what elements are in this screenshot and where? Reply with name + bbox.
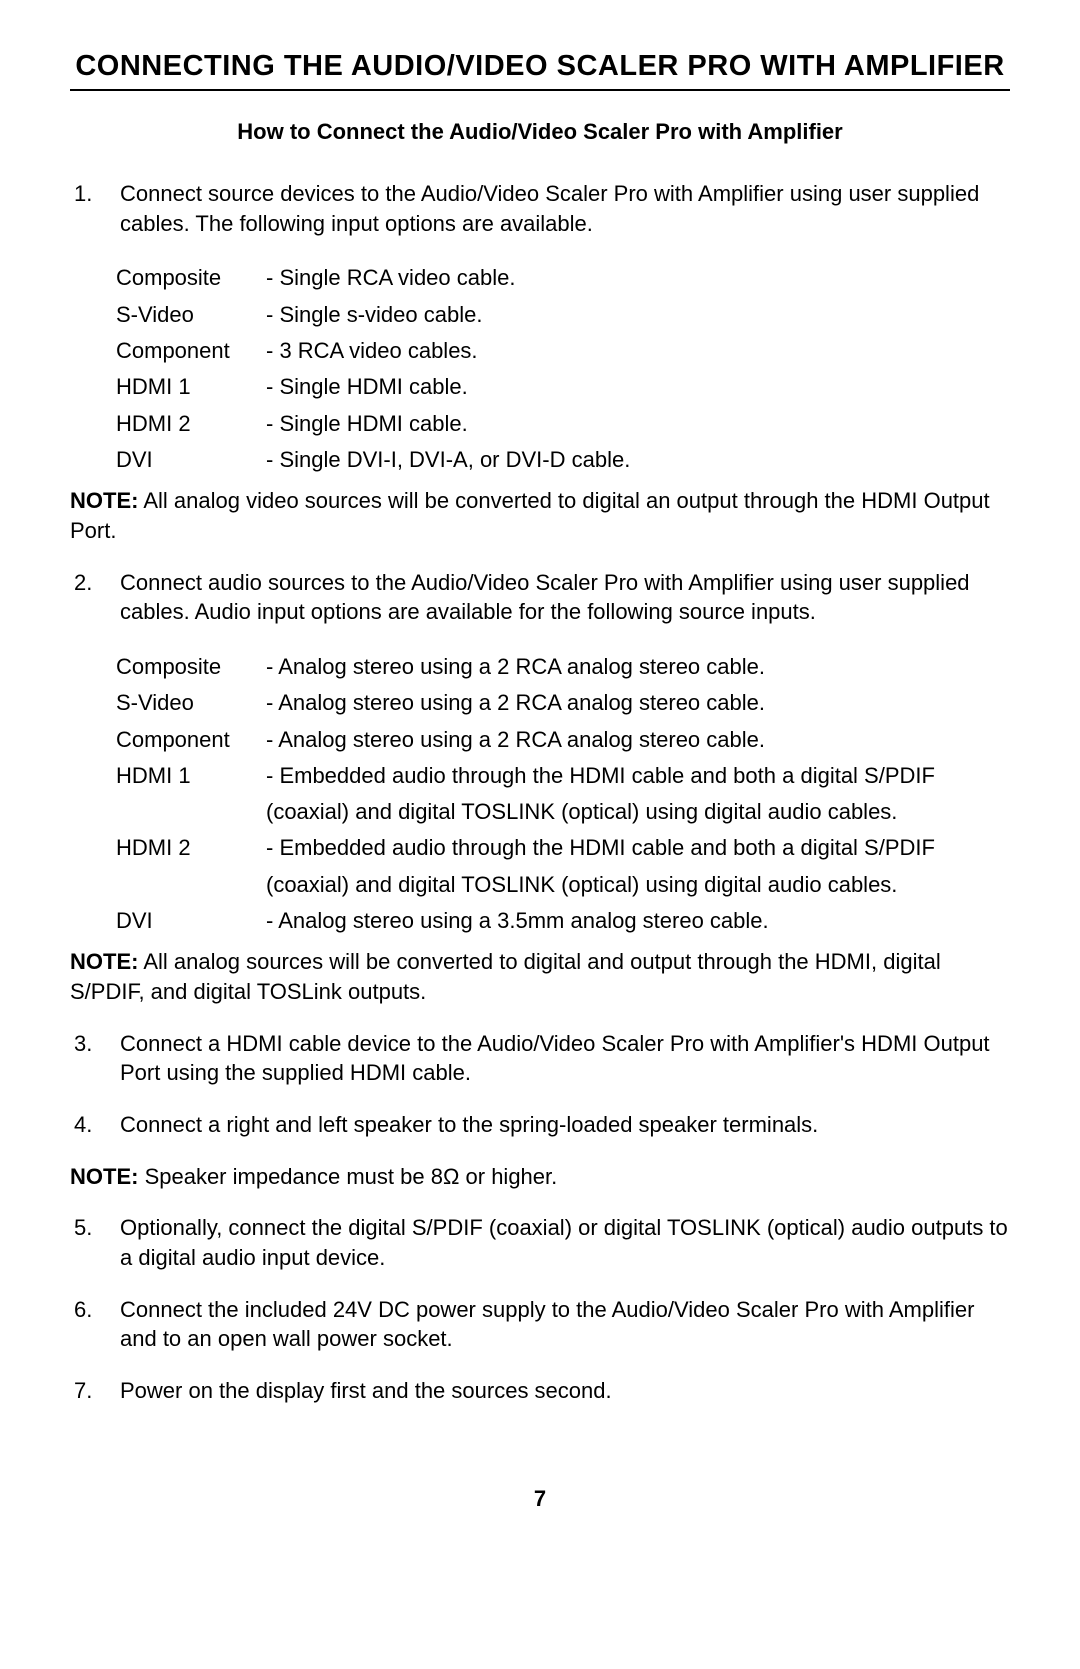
audio-input-table: Composite- Analog stereo using a 2 RCA a…	[116, 649, 1010, 939]
table-row: Composite- Analog stereo using a 2 RCA a…	[116, 649, 1010, 685]
table-row: HDMI 2- Embedded audio through the HDMI …	[116, 830, 1010, 903]
table-row: HDMI 1- Embedded audio through the HDMI …	[116, 758, 1010, 831]
io-desc: - Analog stereo using a 2 RCA analog ste…	[266, 649, 1010, 685]
table-row: S-Video- Single s-video cable.	[116, 297, 1010, 333]
table-row: HDMI 2- Single HDMI cable.	[116, 406, 1010, 442]
step-number: 3.	[70, 1029, 120, 1088]
io-label: Component	[116, 722, 266, 758]
table-row: S-Video- Analog stereo using a 2 RCA ana…	[116, 685, 1010, 721]
io-desc: - Single RCA video cable.	[266, 260, 1010, 296]
step-text: Connect a right and left speaker to the …	[120, 1110, 1010, 1140]
table-row: Component- 3 RCA video cables.	[116, 333, 1010, 369]
step-number: 4.	[70, 1110, 120, 1140]
note-2: NOTE: All analog sources will be convert…	[70, 947, 1010, 1006]
step-text: Power on the display first and the sourc…	[120, 1376, 1010, 1406]
table-row: Composite- Single RCA video cable.	[116, 260, 1010, 296]
io-label: DVI	[116, 903, 266, 939]
note-label: NOTE:	[70, 488, 138, 513]
io-desc: - Embedded audio through the HDMI cable …	[266, 830, 1010, 903]
io-label: S-Video	[116, 297, 266, 333]
page-number: 7	[70, 1486, 1010, 1512]
step-2: 2. Connect audio sources to the Audio/Vi…	[70, 568, 1010, 627]
video-input-table: Composite- Single RCA video cable. S-Vid…	[116, 260, 1010, 478]
io-desc: - Analog stereo using a 3.5mm analog ste…	[266, 903, 1010, 939]
io-desc: - Embedded audio through the HDMI cable …	[266, 758, 1010, 831]
note-text: Speaker impedance must be 8Ω or higher.	[138, 1164, 557, 1189]
step-3: 3. Connect a HDMI cable device to the Au…	[70, 1029, 1010, 1088]
step-text: Connect a HDMI cable device to the Audio…	[120, 1029, 1010, 1088]
note-3: NOTE: Speaker impedance must be 8Ω or hi…	[70, 1162, 1010, 1192]
step-number: 7.	[70, 1376, 120, 1406]
step-text: Connect the included 24V DC power supply…	[120, 1295, 1010, 1354]
io-desc: - Single HDMI cable.	[266, 369, 1010, 405]
title-rule	[70, 89, 1010, 91]
table-row: HDMI 1- Single HDMI cable.	[116, 369, 1010, 405]
note-text: All analog sources will be converted to …	[70, 949, 941, 1004]
note-1: NOTE: All analog video sources will be c…	[70, 486, 1010, 545]
io-desc: - Single HDMI cable.	[266, 406, 1010, 442]
io-desc: - Analog stereo using a 2 RCA analog ste…	[266, 685, 1010, 721]
io-desc: - 3 RCA video cables.	[266, 333, 1010, 369]
io-label: Composite	[116, 649, 266, 685]
io-label: HDMI 1	[116, 758, 266, 794]
note-label: NOTE:	[70, 1164, 138, 1189]
io-label: HDMI 2	[116, 406, 266, 442]
step-6: 6. Connect the included 24V DC power sup…	[70, 1295, 1010, 1354]
io-desc: - Analog stereo using a 2 RCA analog ste…	[266, 722, 1010, 758]
step-number: 5.	[70, 1213, 120, 1272]
io-label: HDMI 1	[116, 369, 266, 405]
step-4: 4. Connect a right and left speaker to t…	[70, 1110, 1010, 1140]
step-1: 1. Connect source devices to the Audio/V…	[70, 179, 1010, 238]
table-row: DVI- Analog stereo using a 3.5mm analog …	[116, 903, 1010, 939]
io-label: HDMI 2	[116, 830, 266, 866]
table-row: DVI- Single DVI-I, DVI-A, or DVI-D cable…	[116, 442, 1010, 478]
step-text: Optionally, connect the digital S/PDIF (…	[120, 1213, 1010, 1272]
step-5: 5. Optionally, connect the digital S/PDI…	[70, 1213, 1010, 1272]
io-label: DVI	[116, 442, 266, 478]
note-label: NOTE:	[70, 949, 138, 974]
manual-page: CONNECTING THE AUDIO/VIDEO SCALER PRO WI…	[0, 0, 1080, 1552]
step-number: 1.	[70, 179, 120, 238]
step-text: Connect audio sources to the Audio/Video…	[120, 568, 1010, 627]
io-label: S-Video	[116, 685, 266, 721]
io-desc: - Single DVI-I, DVI-A, or DVI-D cable.	[266, 442, 1010, 478]
io-desc: - Single s-video cable.	[266, 297, 1010, 333]
step-number: 6.	[70, 1295, 120, 1354]
io-label: Composite	[116, 260, 266, 296]
note-text: All analog video sources will be convert…	[70, 488, 990, 543]
io-label: Component	[116, 333, 266, 369]
step-7: 7. Power on the display first and the so…	[70, 1376, 1010, 1406]
page-subtitle: How to Connect the Audio/Video Scaler Pr…	[70, 119, 1010, 145]
table-row: Component- Analog stereo using a 2 RCA a…	[116, 722, 1010, 758]
step-text: Connect source devices to the Audio/Vide…	[120, 179, 1010, 238]
step-number: 2.	[70, 568, 120, 627]
section-title: CONNECTING THE AUDIO/VIDEO SCALER PRO WI…	[70, 50, 1010, 83]
